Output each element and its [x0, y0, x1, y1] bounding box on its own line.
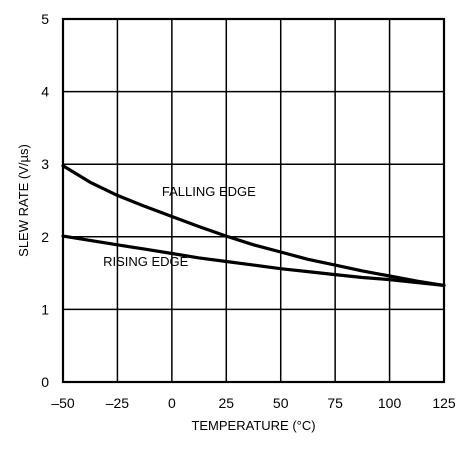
- y-tick-label: 3: [41, 156, 49, 172]
- series-line-falling-edge: [61, 164, 446, 287]
- series-line-rising-edge: [61, 234, 446, 287]
- series-annotation: FALLING EDGE: [162, 184, 256, 199]
- y-tick-label: 5: [41, 11, 49, 27]
- plot-border: [61, 17, 446, 384]
- series-annotation: RISING EDGE: [103, 254, 189, 269]
- y-tick-label: 0: [41, 374, 49, 390]
- x-tick-label: 75: [327, 395, 343, 411]
- x-axis-label: TEMPERATURE (°C): [191, 418, 315, 433]
- annotations: FALLING EDGE RISING EDGE: [103, 184, 256, 269]
- x-tick-label: –50: [51, 395, 75, 411]
- series-layer: [61, 164, 446, 287]
- x-tick-label: 50: [273, 395, 289, 411]
- grid: [63, 19, 444, 382]
- x-tick-label: 125: [432, 395, 456, 411]
- x-tick-label: 100: [378, 395, 402, 411]
- x-tick-label: –25: [106, 395, 130, 411]
- y-tick-label: 2: [41, 229, 49, 245]
- x-axis-ticks: –50 –25 0 25 50 75 100 125: [51, 395, 456, 411]
- y-axis-label: SLEW RATE (V/µs): [16, 144, 31, 257]
- y-tick-label: 1: [41, 301, 49, 317]
- plot-frame: [61, 17, 446, 384]
- y-tick-label: 4: [41, 84, 49, 100]
- y-axis-ticks: 0 1 2 3 4 5: [41, 11, 49, 390]
- x-tick-label: 25: [218, 395, 234, 411]
- x-tick-label: 0: [168, 395, 176, 411]
